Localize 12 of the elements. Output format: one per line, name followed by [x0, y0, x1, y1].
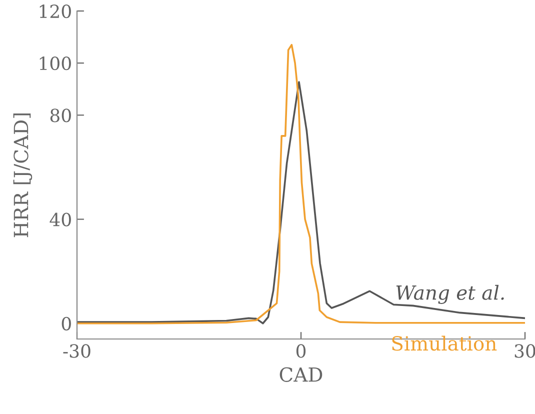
x-tick-label: 0	[296, 344, 306, 358]
y-tick-label: 40	[50, 212, 71, 226]
x-tick-label: 30	[514, 344, 535, 358]
y-tick-label: 120	[40, 4, 71, 18]
y-tick-label: 0	[62, 316, 71, 330]
y-axis-title: HRR [J/CAD]	[13, 113, 32, 238]
series-label: Simulation	[392, 336, 497, 351]
x-tick-label: -30	[63, 344, 90, 358]
y-tick-label: 100	[40, 56, 71, 70]
y-tick-label: 80	[50, 108, 71, 122]
x-axis-title: CAD	[280, 367, 322, 382]
series-label: Wang et al.	[396, 284, 504, 304]
